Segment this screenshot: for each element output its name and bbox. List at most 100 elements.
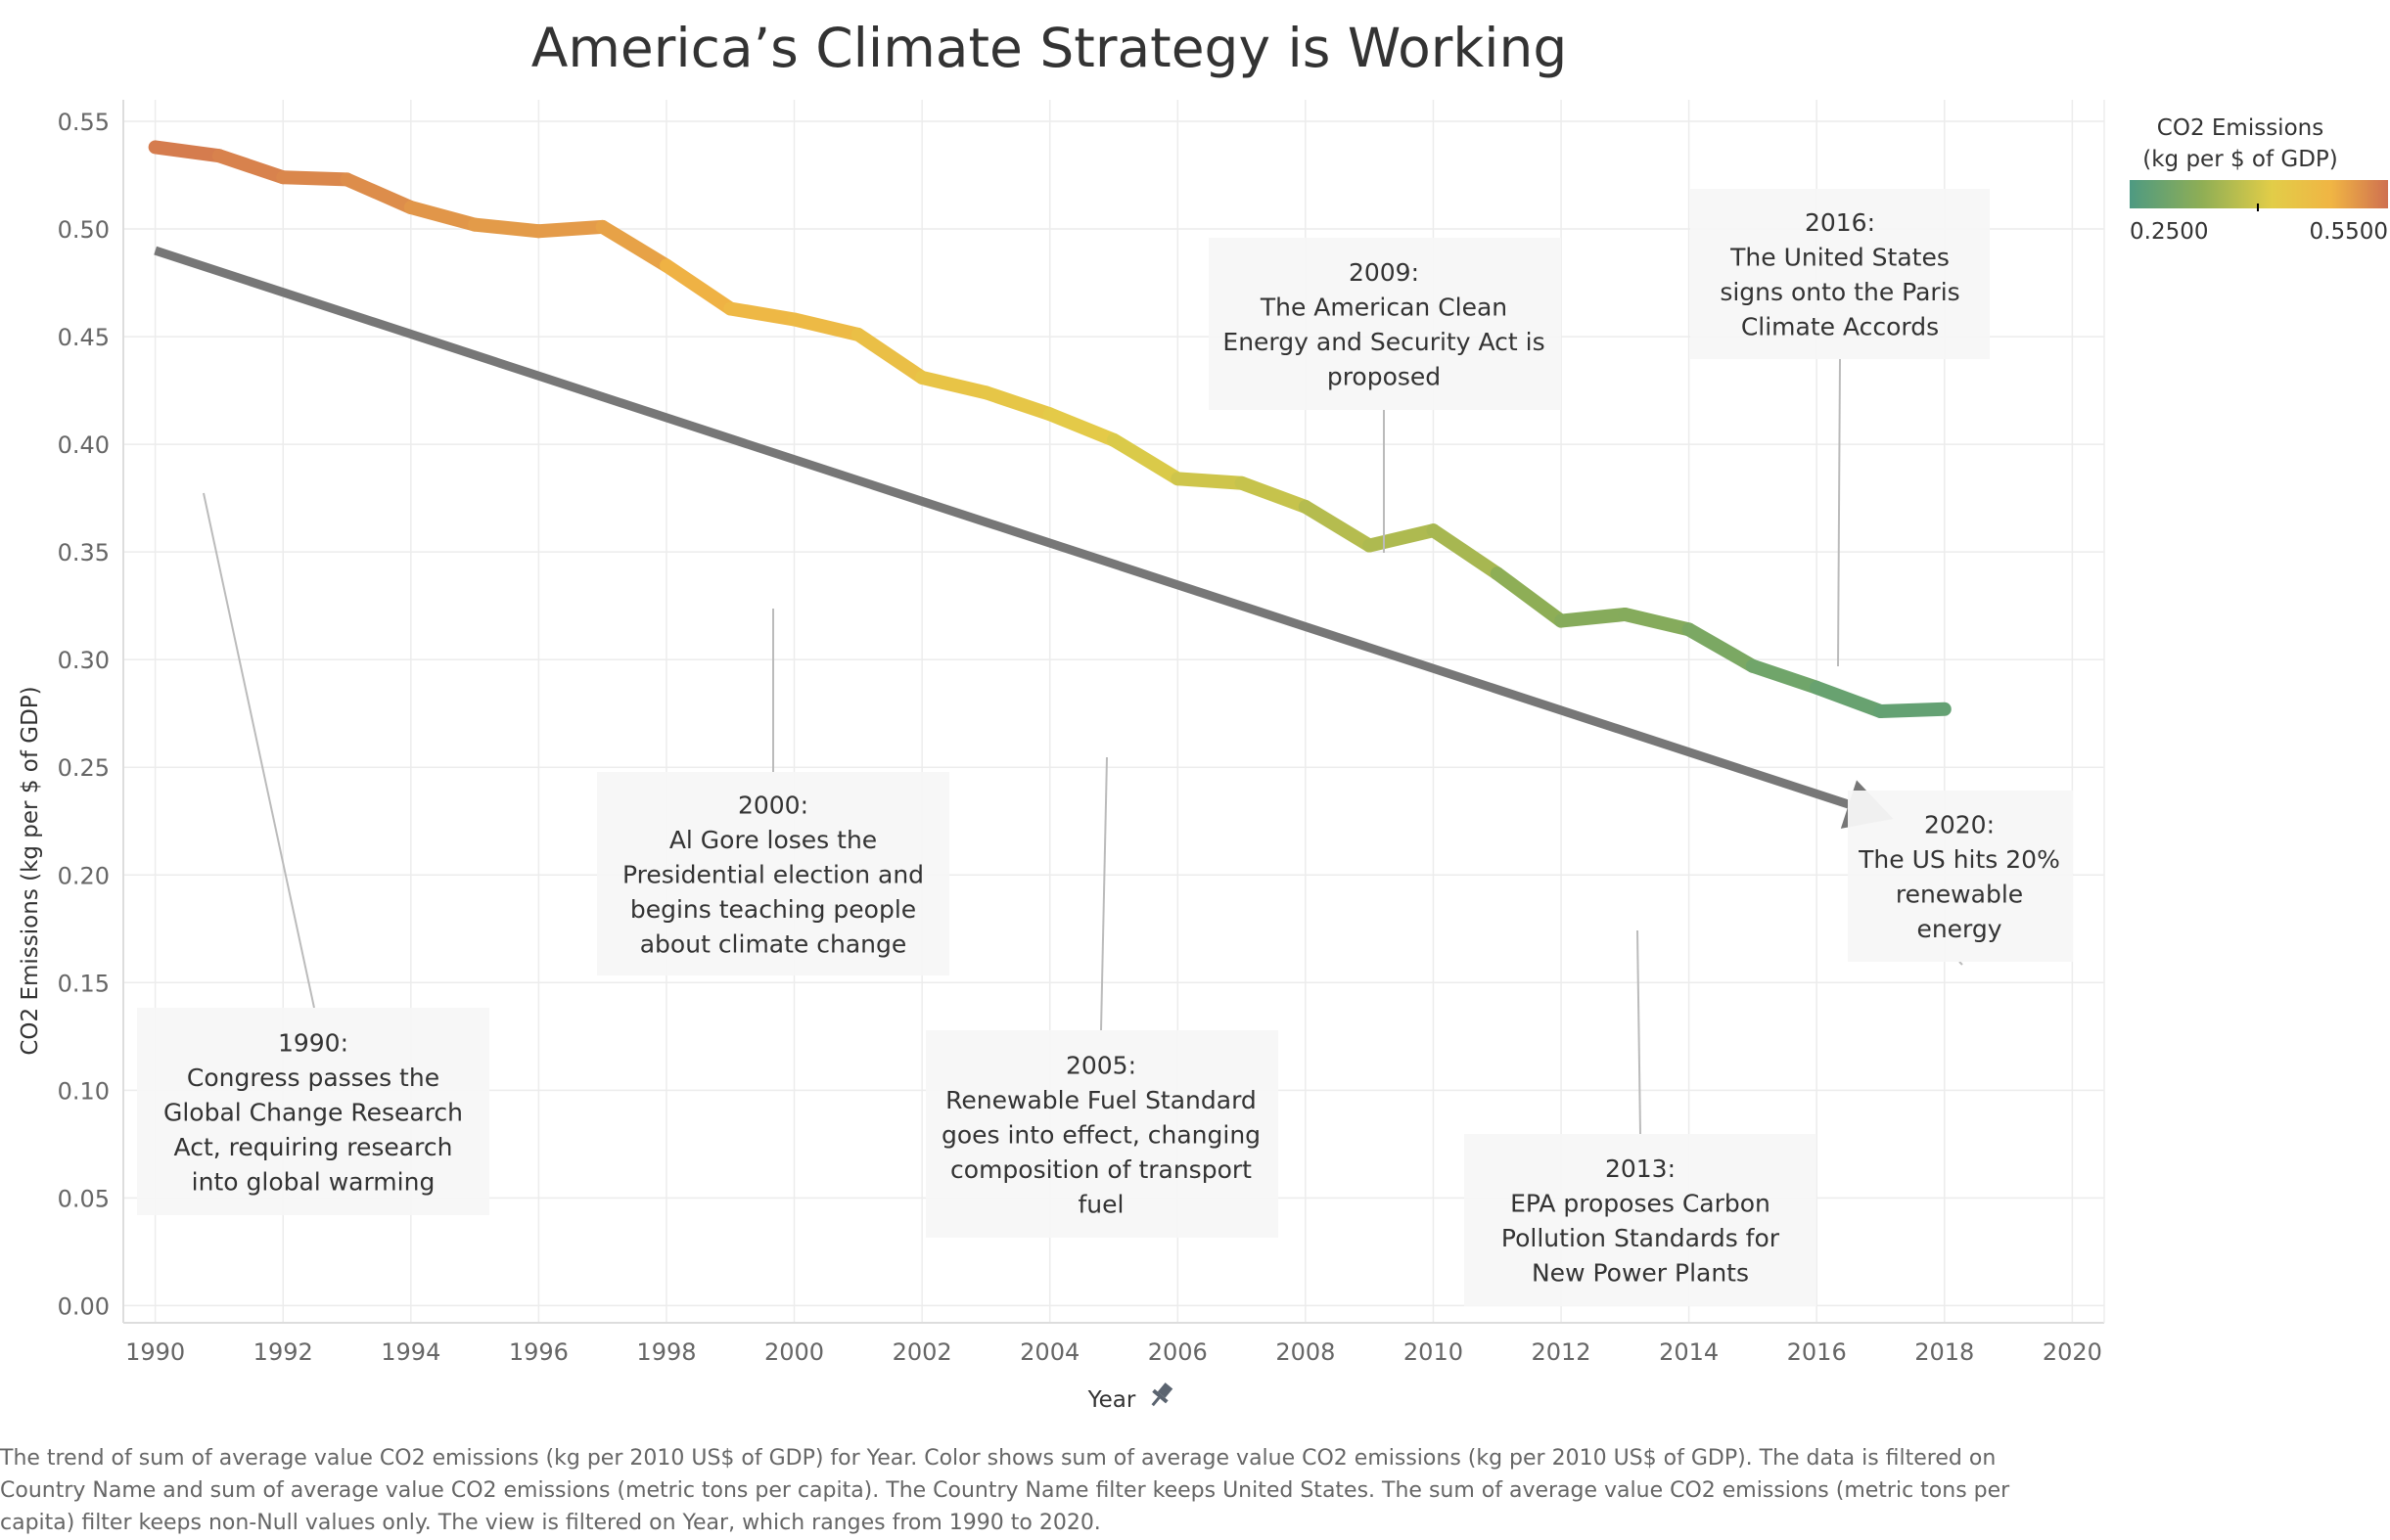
annotation-text: 2005: [1066, 1051, 1136, 1079]
line-segment [1107, 432, 1185, 486]
annotation-text: begins teaching people [630, 895, 916, 924]
line-segment [595, 219, 673, 273]
x-tick-label: 1992 [253, 1338, 313, 1366]
annotation-box [137, 1008, 489, 1215]
x-tick-label: 1996 [509, 1338, 569, 1366]
line-segment [659, 258, 738, 316]
annotation-text: Congress passes the [187, 1064, 439, 1092]
chart-title: America’s Climate Strategy is Working [531, 17, 1568, 79]
x-tick-label: 2012 [1531, 1338, 1590, 1366]
y-tick-label: 0.10 [58, 1077, 110, 1105]
annotation-text: Pollution Standards for [1501, 1224, 1780, 1252]
x-axis-ticks: 1990 1992 1994 1996 1998 2000 2002 2004 2006 2008… [125, 1338, 2102, 1366]
y-tick-label: 0.35 [58, 539, 110, 566]
annotation-leader-line [203, 492, 315, 1009]
y-axis-ticks: 0.00 0.05 0.10 0.15 0.20 0.25 0.30 0.35 0.40 0.45… [58, 109, 110, 1320]
trend-arrow-shaft [154, 246, 1851, 809]
x-tick-label: 2008 [1275, 1338, 1335, 1366]
y-axis-title: CO2 Emissions (kg per $ of GDP) [18, 686, 43, 1055]
legend-min-label: 0.2500 [2130, 219, 2208, 245]
y-tick-label: 0.20 [58, 862, 110, 889]
annotation-text: The US hits 20% [1858, 845, 2060, 874]
x-tick-label: 2020 [2043, 1338, 2102, 1366]
annotation-text: 2013: [1605, 1155, 1676, 1183]
annotation-box [1209, 238, 1561, 410]
line-segment [1298, 499, 1377, 553]
x-tick-label: 2018 [1914, 1338, 1974, 1366]
annotation-box [1690, 189, 1990, 359]
annotation-leader-line [1837, 358, 1841, 667]
y-tick-label: 0.00 [58, 1292, 110, 1320]
line-segment [276, 170, 354, 187]
line-segment [787, 312, 865, 341]
chart-caption: The trend of sum of average value CO2 em… [0, 1446, 2010, 1535]
annotation: 2016: The United States signs onto the Par… [1690, 189, 1990, 667]
y-tick-label: 0.05 [58, 1185, 110, 1212]
annotation-text: about climate change [640, 929, 907, 958]
y-tick-label: 0.15 [58, 970, 110, 997]
x-tick-label: 2010 [1403, 1338, 1463, 1366]
y-tick-label: 0.40 [58, 431, 110, 459]
x-tick-label: 1998 [636, 1338, 696, 1366]
x-tick-label: 2004 [1020, 1338, 1080, 1366]
line-segment [1042, 407, 1121, 447]
x-axis-title: Year [1087, 1387, 1136, 1413]
annotation: 2013: EPA proposes Carbon Pollution Standa… [1464, 929, 1816, 1306]
line-segment [148, 140, 226, 163]
line-segment [1681, 622, 1760, 673]
annotation-leader-line [1100, 756, 1108, 1031]
line-segment [1554, 607, 1632, 628]
line-segment [211, 149, 291, 185]
color-legend: CO2 Emissions (kg per $ of GDP) 0.2500 0… [2130, 115, 2388, 245]
line-segment [1873, 702, 1952, 718]
legend-max-label: 0.5500 [2310, 219, 2388, 245]
annotation-box [1464, 1134, 1816, 1306]
x-tick-label: 2002 [893, 1338, 952, 1366]
line-segment [403, 201, 483, 232]
line-segment [1618, 607, 1696, 637]
annotation-text: 2009: [1349, 258, 1419, 287]
annotation-box [597, 772, 949, 975]
line-segment [1234, 476, 1312, 514]
annotation: 2000: Al Gore loses the Presidential elect… [597, 609, 949, 975]
annotation-text: Act, requiring research [174, 1133, 453, 1161]
annotation-text: renewable [1896, 881, 2023, 909]
annotation-text: Renewable Fuel Standard [945, 1086, 1257, 1114]
y-tick-label: 0.25 [58, 754, 110, 782]
line-segment [1810, 680, 1888, 718]
line-segment [979, 385, 1057, 422]
x-tick-label: 2000 [764, 1338, 824, 1366]
x-tick-label: 1990 [125, 1338, 185, 1366]
pin-icon[interactable] [1146, 1381, 1176, 1411]
annotation-leader-line [1636, 929, 1641, 1135]
annotation-leader-line [1958, 961, 1963, 966]
x-tick-label: 2016 [1787, 1338, 1847, 1366]
series-line [148, 140, 1952, 718]
legend-title-line-1: CO2 Emissions [2157, 115, 2323, 141]
line-segment [1426, 523, 1504, 581]
line-segment [1362, 523, 1441, 553]
annotation-text: Al Gore loses the [669, 826, 877, 854]
annotation-text: fuel [1079, 1190, 1125, 1218]
annotation-text: Energy and Security Act is [1222, 328, 1544, 356]
line-segment [468, 217, 546, 239]
x-tick-label: 1994 [381, 1338, 440, 1366]
annotation-text: into global warming [192, 1167, 436, 1196]
annotation: 2005: Renewable Fuel Standard goes into ef… [926, 756, 1278, 1238]
annotation-text: EPA proposes Carbon [1510, 1190, 1770, 1218]
annotation-text: Presidential election and [622, 860, 924, 888]
annotation: 2020: The US hits 20% renewable energy [1848, 791, 2073, 966]
annotation-text: composition of transport [950, 1155, 1252, 1184]
line-segment [340, 172, 418, 215]
annotation-text: 2016: [1805, 208, 1875, 237]
y-tick-label: 0.55 [58, 109, 110, 136]
line-segment [723, 301, 802, 327]
legend-title-line-2: (kg per $ of GDP) [2142, 147, 2338, 172]
annotations: 1990: Congress passes the Global Change Re… [137, 189, 2073, 1306]
annotation-box [926, 1030, 1278, 1238]
annotation-text: Climate Accords [1741, 313, 1939, 341]
y-tick-label: 0.45 [58, 324, 110, 351]
annotation: 1990: Congress passes the Global Change Re… [137, 492, 489, 1215]
line-segment [915, 370, 993, 400]
